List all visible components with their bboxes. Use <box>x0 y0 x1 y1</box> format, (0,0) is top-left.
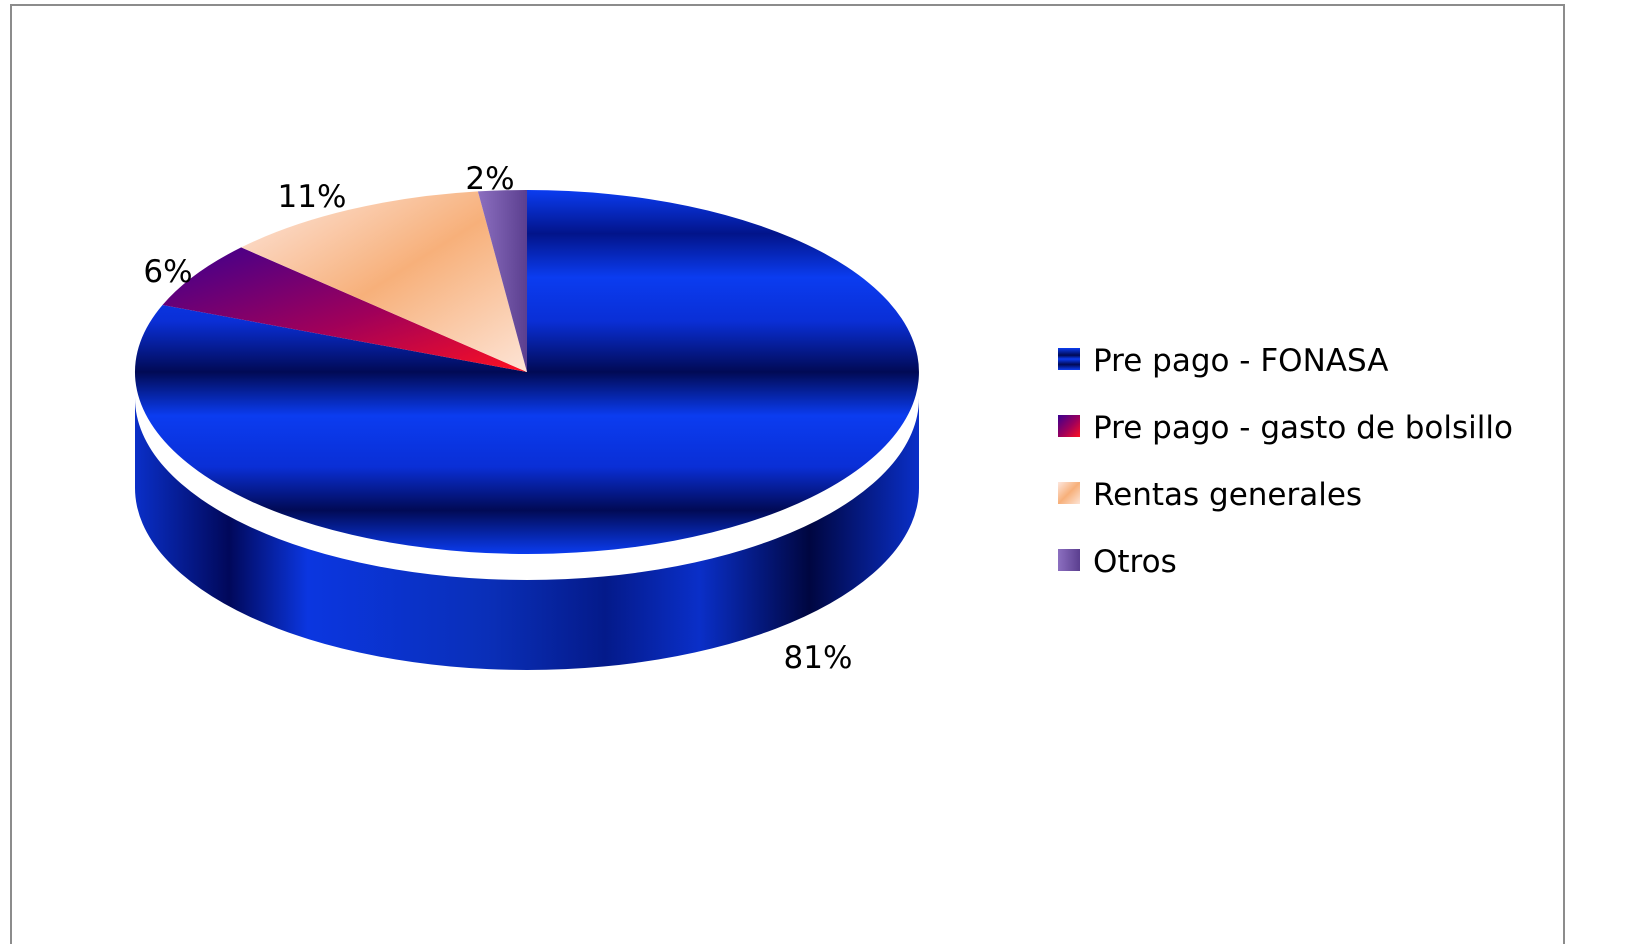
legend-swatch-gasto-de-bolsillo <box>1058 415 1080 437</box>
legend-label-gasto-de-bolsillo: Pre pago - gasto de bolsillo <box>1093 410 1513 446</box>
pie-side-wall <box>135 398 919 670</box>
data-label-gasto-de-bolsillo: 6% <box>143 254 192 290</box>
data-label-fonasa: 81% <box>784 640 853 676</box>
data-label-otros: 2% <box>465 161 514 197</box>
pie-slice-gasto-de-bolsillo <box>162 247 527 372</box>
pie-slice-otros <box>477 189 527 372</box>
legend-swatch-otros <box>1058 549 1080 571</box>
legend: Pre pago - FONASA Pre pago - gasto de bol… <box>1058 343 1513 580</box>
legend-label-rentas-generales: Rentas generales <box>1093 477 1362 513</box>
pie-slice-fonasa <box>134 190 919 554</box>
legend-swatch-rentas-generales <box>1058 482 1080 504</box>
legend-label-fonasa: Pre pago - FONASA <box>1093 343 1388 379</box>
legend-swatch-fonasa <box>1058 348 1080 370</box>
data-label-rentas-generales: 11% <box>278 179 347 215</box>
pie-slice-rentas-generales <box>241 191 527 372</box>
legend-label-otros: Otros <box>1093 544 1177 580</box>
